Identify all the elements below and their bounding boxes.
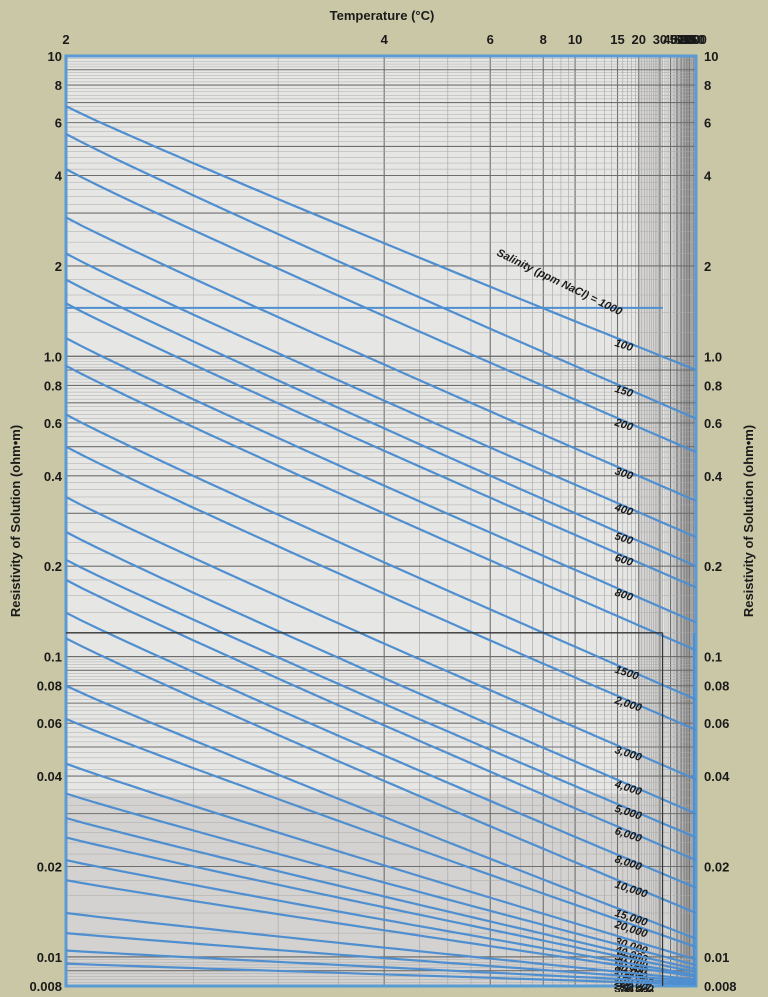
y-tick-label-right: 0.2 <box>704 559 722 574</box>
x-tick-label: 150 <box>683 32 705 47</box>
y-tick-label-right: 0.8 <box>704 378 722 393</box>
x-tick-label: 2 <box>62 32 69 47</box>
y-tick-label-right: 10 <box>704 49 718 64</box>
x-tick-label: 50 <box>670 32 684 47</box>
y-tick-label-left: 0.04 <box>37 769 63 784</box>
x-tick-label: 20 <box>631 32 645 47</box>
x-tick-label: 4 <box>381 32 389 47</box>
salinity-curve-300000 <box>65 962 697 986</box>
x-axis-title: Temperature (°C) <box>330 8 435 23</box>
salinity-curve-30000 <box>65 762 697 961</box>
x-tick-label: 40 <box>663 32 677 47</box>
salinity-curve-6000 <box>65 578 697 862</box>
y-tick-label-left: 2 <box>55 259 62 274</box>
curve-label-300: 300 <box>613 465 635 482</box>
y-tick-label-left: 1.0 <box>44 349 62 364</box>
salinity-curve-2000 <box>65 445 697 731</box>
y-tick-label-left: 0.008 <box>29 979 62 992</box>
x-tick-label: 200 <box>685 32 707 47</box>
salinity-curve-15000 <box>65 684 697 940</box>
y-tick-label-right: 0.6 <box>704 416 722 431</box>
salinity-curve-5000 <box>65 558 697 839</box>
y-tick-label-left: 0.2 <box>44 559 62 574</box>
x-tick-label: 70 <box>677 32 691 47</box>
salinity-curve-40000 <box>65 792 697 967</box>
x-tick-label: 100 <box>679 32 701 47</box>
curve-label-200: 200 <box>612 416 635 434</box>
y-tick-label-left: 8 <box>55 78 62 93</box>
salinity-curve-4000 <box>65 531 697 815</box>
curve-label-600: 600 <box>613 552 635 569</box>
x-tick-label: 30 <box>653 32 667 47</box>
salinity-curve-100000 <box>65 879 697 978</box>
y-tick-label-left: 0.01 <box>37 950 62 965</box>
plot-frame <box>64 54 698 988</box>
y-tick-label-right: 0.08 <box>704 679 729 694</box>
y-tick-label-left: 0.4 <box>44 469 63 484</box>
x-tick-label: 8 <box>540 32 547 47</box>
y-tick-label-right: 0.4 <box>704 469 723 484</box>
y-tick-label-left: 0.08 <box>37 679 62 694</box>
y-tick-label-left: 0.02 <box>37 859 62 874</box>
salinity-curve-60000 <box>65 836 697 974</box>
salinity-curve-150 <box>65 133 697 420</box>
salinity-curve-200 <box>65 168 697 454</box>
salinity-curve-300 <box>65 216 697 502</box>
y-tick-label-right: 0.04 <box>704 769 730 784</box>
y-tick-label-left: 0.06 <box>37 716 62 731</box>
x-tick-label: 80 <box>679 32 693 47</box>
plot-area <box>66 56 696 986</box>
y-tick-label-left: 0.6 <box>44 416 62 431</box>
y-tick-label-left: 10 <box>48 49 62 64</box>
y-tick-label-right: 8 <box>704 78 711 93</box>
y-tick-label-right: 0.008 <box>704 979 737 992</box>
y-tick-label-left: 6 <box>55 116 62 131</box>
salinity-curve-500 <box>65 278 697 568</box>
y-tick-label-right: 4 <box>704 169 712 184</box>
salinity-curve-200000 <box>65 932 697 983</box>
y-tick-label-left: 0.8 <box>44 378 62 393</box>
salinity-curve-250000 <box>65 949 697 984</box>
salinity-curve-800 <box>65 337 697 624</box>
curve-label-500: 500 <box>613 530 635 547</box>
y-tick-label-right: 1.0 <box>704 349 722 364</box>
y-tick-label-right: 0.06 <box>704 716 729 731</box>
salinity-curve-8000 <box>65 611 697 889</box>
salinity-curve-1000 <box>65 364 697 652</box>
salinity-curve-100 <box>65 105 697 372</box>
salinity-curve-80000 <box>65 859 697 977</box>
y-tick-label-left: 4 <box>55 169 63 184</box>
y-tick-label-right: 2 <box>704 259 711 274</box>
x-tick-label: 10 <box>568 32 582 47</box>
y-tick-label-left: 0.1 <box>44 650 62 665</box>
salinity-curve-50000 <box>65 816 697 971</box>
salinity-curve-400 <box>65 252 697 539</box>
x-tick-label: 90 <box>681 32 695 47</box>
y-axis-title-right: Resistivity of Solution (ohm•m) <box>741 425 756 617</box>
salinity-curve-1500 <box>65 413 697 701</box>
y-tick-label-right: 0.1 <box>704 650 722 665</box>
curve-label-150: 150 <box>613 383 635 400</box>
x-tick-label: 6 <box>487 32 494 47</box>
curve-label-400: 400 <box>612 501 635 519</box>
x-tick-label: 60 <box>674 32 688 47</box>
y-tick-label-right: 6 <box>704 116 711 131</box>
salinity-curve-20000 <box>65 717 697 948</box>
salinity-curve-3000 <box>65 496 697 781</box>
x-tick-label: 15 <box>610 32 624 47</box>
shaded-corner <box>66 793 663 986</box>
salinity-curve-600 <box>65 302 697 589</box>
y-axis-title-left: Resistivity of Solution (ohm•m) <box>8 425 23 617</box>
curve-label-800: 800 <box>613 587 635 604</box>
y-tick-label-right: 0.01 <box>704 950 729 965</box>
salinity-curve-10000 <box>65 637 697 915</box>
y-tick-label-right: 0.02 <box>704 859 729 874</box>
salinity-curve-150000 <box>65 911 697 981</box>
curve-label-100: 100 <box>613 337 635 354</box>
